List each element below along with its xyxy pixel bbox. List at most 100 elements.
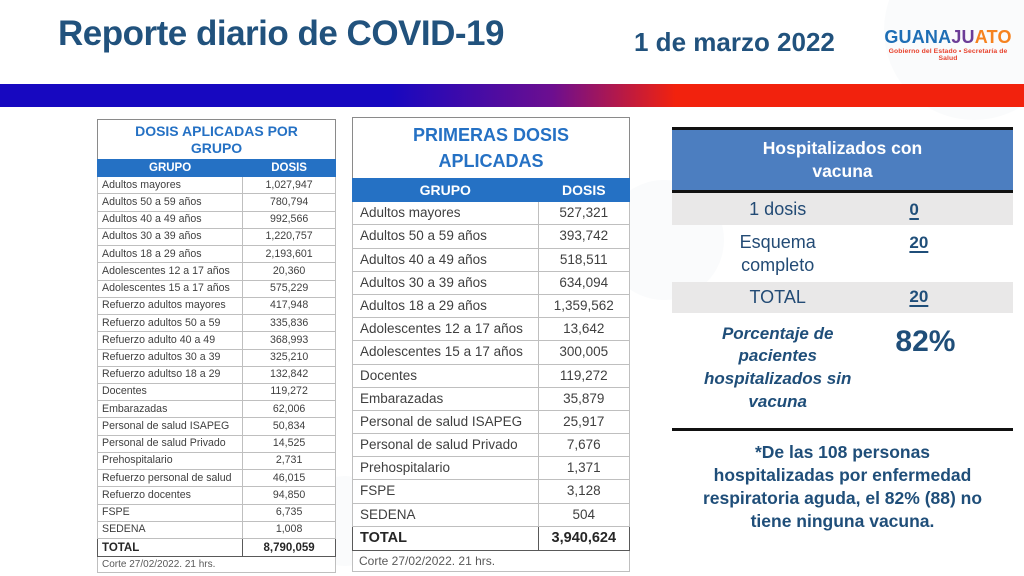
doses-by-group-title-text: DOSIS APLICADAS POR GRUPO	[135, 123, 298, 157]
logo-subtitle: Gobierno del Estado • Secretaría de Salu…	[888, 48, 1008, 62]
row-full-scheme: Esquema completo 20	[672, 225, 1013, 282]
table-row: Embarazadas 35,879	[352, 386, 631, 411]
total-value: 3,940,624	[537, 525, 631, 552]
cell-dosis: 7,676	[537, 433, 631, 458]
table-row: Refuerzo adulto 40 a 49 368,993	[96, 331, 336, 350]
cell-grupo: Refuerzo personal de salud	[96, 469, 244, 488]
table-row: Adultos 40 a 49 años 518,511	[352, 247, 631, 272]
cell-grupo: Personal de salud Privado	[96, 434, 244, 453]
cell-dosis: 119,272	[242, 382, 336, 402]
table-row: Adultos 50 a 59 años 393,742	[352, 224, 631, 249]
cell-grupo: Docentes	[352, 363, 539, 388]
cell-dosis: 325,210	[242, 348, 336, 367]
table-row: Refuerzo docentes 94,850	[96, 486, 336, 505]
row-label-text: 1 dosis	[749, 198, 807, 219]
cell-grupo: Adolescentes 15 a 17 años	[96, 279, 244, 298]
total-value: 8,790,059	[242, 538, 336, 558]
table-row: Personal de salud ISAPEG 25,917	[352, 409, 631, 435]
cell-dosis: 46,015	[242, 469, 336, 488]
percent-value: 82%	[895, 324, 956, 358]
footnote-line: tiene ninguna vacuna.	[750, 510, 935, 531]
cell-grupo: Refuerzo adultso 18 a 29	[96, 365, 244, 384]
row-value: 20	[909, 233, 929, 252]
cell-grupo: Adultos mayores	[352, 201, 539, 226]
first-doses-grid: GRUPO DOSIS Adultos mayores 527,321 Adulto…	[352, 178, 631, 552]
table-row: Adolescentes 12 a 17 años 20,360	[96, 262, 336, 281]
row-label-text: TOTAL	[749, 287, 806, 307]
table-row: Refuerzo personal de salud 46,015	[96, 469, 336, 488]
cell-dosis: 13,642	[537, 317, 631, 342]
table-row: Adultos 18 a 29 años 1,359,562	[352, 293, 631, 319]
cell-dosis: 634,094	[537, 270, 631, 295]
cell-dosis: 2,731	[242, 451, 336, 471]
logo-text: GUANAJUATO	[882, 28, 1014, 46]
percent-label-text: Porcentaje de pacientes hospitalizados s…	[704, 323, 852, 412]
cell-dosis: 3,128	[537, 479, 631, 504]
cell-grupo: Prehospitalario	[96, 451, 244, 471]
row-label: TOTAL	[672, 286, 883, 309]
cell-grupo: Personal de salud ISAPEG	[352, 409, 539, 435]
row-one-dose: 1 dosis 0	[672, 192, 1013, 225]
cell-dosis: 50,834	[242, 417, 336, 436]
cell-grupo: Embarazadas	[352, 386, 539, 411]
cell-dosis: 992,566	[242, 210, 336, 229]
cell-grupo: Adultos 18 a 29 años	[352, 293, 539, 319]
cell-dosis: 132,842	[242, 365, 336, 384]
table-row: Prehospitalario 2,731	[96, 451, 336, 471]
cell-dosis: 504	[537, 502, 631, 527]
cell-dosis: 1,008	[242, 520, 336, 540]
table-row: FSPE 3,128	[352, 479, 631, 504]
hospitalized-panel-title-text: Hospitalizados con vacuna	[762, 138, 923, 181]
table-row: FSPE 6,735	[96, 503, 336, 522]
cell-grupo: Personal de salud Privado	[352, 433, 539, 458]
row-label: Esquema completo	[672, 231, 883, 276]
percent-label: Porcentaje de pacientes hospitalizados s…	[672, 323, 883, 415]
table-header-row: GRUPO DOSIS	[352, 178, 631, 203]
table-row: Adultos 30 a 39 años 634,094	[352, 270, 631, 295]
guanajuato-logo: GUANAJUATO Gobierno del Estado • Secreta…	[882, 28, 1014, 62]
hospitalized-panel-title: Hospitalizados con vacuna	[672, 127, 1013, 193]
footnote-line: *De las 108 personas	[754, 442, 931, 463]
cell-dosis: 527,321	[537, 201, 631, 226]
cell-dosis: 1,220,757	[242, 227, 336, 247]
table-row: Personal de salud Privado 7,676	[352, 433, 631, 458]
cell-dosis: 62,006	[242, 400, 336, 419]
doses-by-group-table: DOSIS APLICADAS POR GRUPO GRUPO DOSIS Ad…	[96, 119, 336, 574]
cell-grupo: Refuerzo adultos mayores	[96, 296, 244, 316]
doses-by-group-grid: GRUPO DOSIS Adultos mayores 1,027,947 Adul…	[96, 159, 336, 558]
cell-dosis: 780,794	[242, 193, 336, 212]
cell-grupo: Docentes	[96, 382, 244, 402]
cell-dosis: 20,360	[242, 262, 336, 281]
table-row: Refuerzo adultos 50 a 59 335,836	[96, 314, 336, 333]
hospitalized-panel: Hospitalizados con vacuna 1 dosis 0 Esqu…	[672, 127, 1013, 532]
table-row: Personal de salud Privado 14,525	[96, 434, 336, 453]
cell-dosis: 1,027,947	[242, 176, 336, 195]
cell-dosis: 14,525	[242, 434, 336, 453]
logo-text-orange: ATO	[974, 27, 1012, 47]
row-label: 1 dosis	[672, 198, 883, 221]
table-header-row: GRUPO DOSIS	[96, 159, 336, 178]
cell-dosis: 518,511	[537, 247, 631, 272]
column-header-dosis: DOSIS	[537, 178, 631, 203]
table-row: Adultos 50 a 59 años 780,794	[96, 193, 336, 212]
cell-dosis: 119,272	[537, 363, 631, 388]
column-header-grupo: GRUPO	[96, 159, 244, 178]
page-title: Reporte diario de COVID-19	[58, 14, 504, 53]
cell-dosis: 6,735	[242, 503, 336, 522]
table-row: Adultos 18 a 29 años 2,193,601	[96, 245, 336, 264]
cell-grupo: Adolescentes 12 a 17 años	[96, 262, 244, 281]
column-header-grupo: GRUPO	[352, 178, 539, 203]
table-row: Adolescentes 15 a 17 años 300,005	[352, 340, 631, 365]
cell-dosis: 35,879	[537, 386, 631, 411]
total-label: TOTAL	[96, 538, 244, 558]
cell-grupo: Refuerzo adulto 40 a 49	[96, 331, 244, 350]
cell-dosis: 25,917	[537, 409, 631, 435]
cell-dosis: 2,193,601	[242, 245, 336, 264]
unvaccinated-percent-block: Porcentaje de pacientes hospitalizados s…	[672, 313, 1013, 429]
table-row: Adultos mayores 527,321	[352, 201, 631, 226]
footnote-line: respiratoria aguda, el 82% (88) no	[702, 487, 983, 508]
table-row: Prehospitalario 1,371	[352, 456, 631, 481]
table-row: Adultos 40 a 49 años 992,566	[96, 210, 336, 229]
cell-grupo: Adultos 18 a 29 años	[96, 245, 244, 264]
